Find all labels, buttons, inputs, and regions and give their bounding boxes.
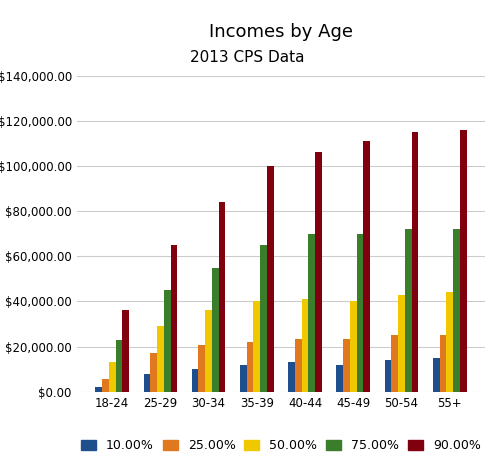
Bar <box>247 342 253 392</box>
Bar <box>453 229 460 392</box>
Bar <box>363 141 370 392</box>
Bar <box>295 339 301 392</box>
Bar <box>411 132 418 392</box>
Bar <box>192 369 198 392</box>
Bar <box>164 290 170 392</box>
Bar <box>212 268 219 392</box>
Bar <box>109 362 115 392</box>
Bar <box>95 387 102 392</box>
Bar <box>267 166 274 392</box>
Bar <box>308 234 315 392</box>
Bar <box>392 335 398 392</box>
Bar <box>446 292 453 392</box>
Bar <box>122 311 129 392</box>
Bar <box>150 354 157 392</box>
Bar <box>356 234 363 392</box>
Bar <box>240 365 247 392</box>
Bar <box>205 311 212 392</box>
Bar <box>102 379 109 392</box>
Bar <box>433 358 440 392</box>
Bar <box>337 365 343 392</box>
Bar <box>440 335 446 392</box>
Legend: 10.00%, 25.00%, 50.00%, 75.00%, 90.00%: 10.00%, 25.00%, 50.00%, 75.00%, 90.00% <box>81 439 481 452</box>
Bar <box>260 245 267 392</box>
Bar <box>115 340 122 392</box>
Bar <box>144 374 150 392</box>
Bar <box>385 360 392 392</box>
Bar <box>398 295 405 392</box>
Title: Incomes by Age: Incomes by Age <box>209 23 353 41</box>
Bar <box>198 346 205 392</box>
Bar <box>460 130 467 392</box>
Bar <box>170 245 177 392</box>
Text: 2013 CPS Data: 2013 CPS Data <box>190 50 305 65</box>
Bar <box>350 302 356 392</box>
Bar <box>253 302 260 392</box>
Bar <box>157 326 164 392</box>
Bar <box>405 229 411 392</box>
Bar <box>219 202 225 392</box>
Bar <box>343 339 350 392</box>
Bar <box>288 362 295 392</box>
Bar <box>301 299 308 392</box>
Bar <box>315 152 322 392</box>
